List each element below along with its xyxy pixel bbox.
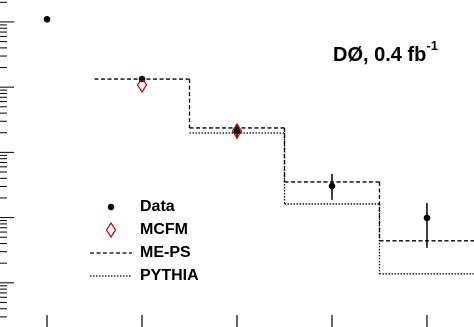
legend-label: ME-PS	[140, 244, 191, 261]
annotation: DØ, 0.4 fb-1	[333, 38, 438, 66]
legend-marker	[107, 203, 115, 211]
legend-label: Data	[140, 198, 175, 215]
data-point	[423, 214, 431, 222]
legend-label: MCFM	[140, 221, 188, 238]
annotation-superscript: -1	[426, 38, 438, 53]
diamond-marker	[136, 76, 148, 94]
data-point	[43, 15, 51, 23]
legend-label: PYTHIA	[140, 267, 199, 284]
annotation-text: DØ, 0.4 fb	[333, 44, 426, 66]
legend-marker	[105, 221, 117, 239]
data-point	[328, 182, 336, 190]
diamond-marker	[231, 122, 243, 140]
